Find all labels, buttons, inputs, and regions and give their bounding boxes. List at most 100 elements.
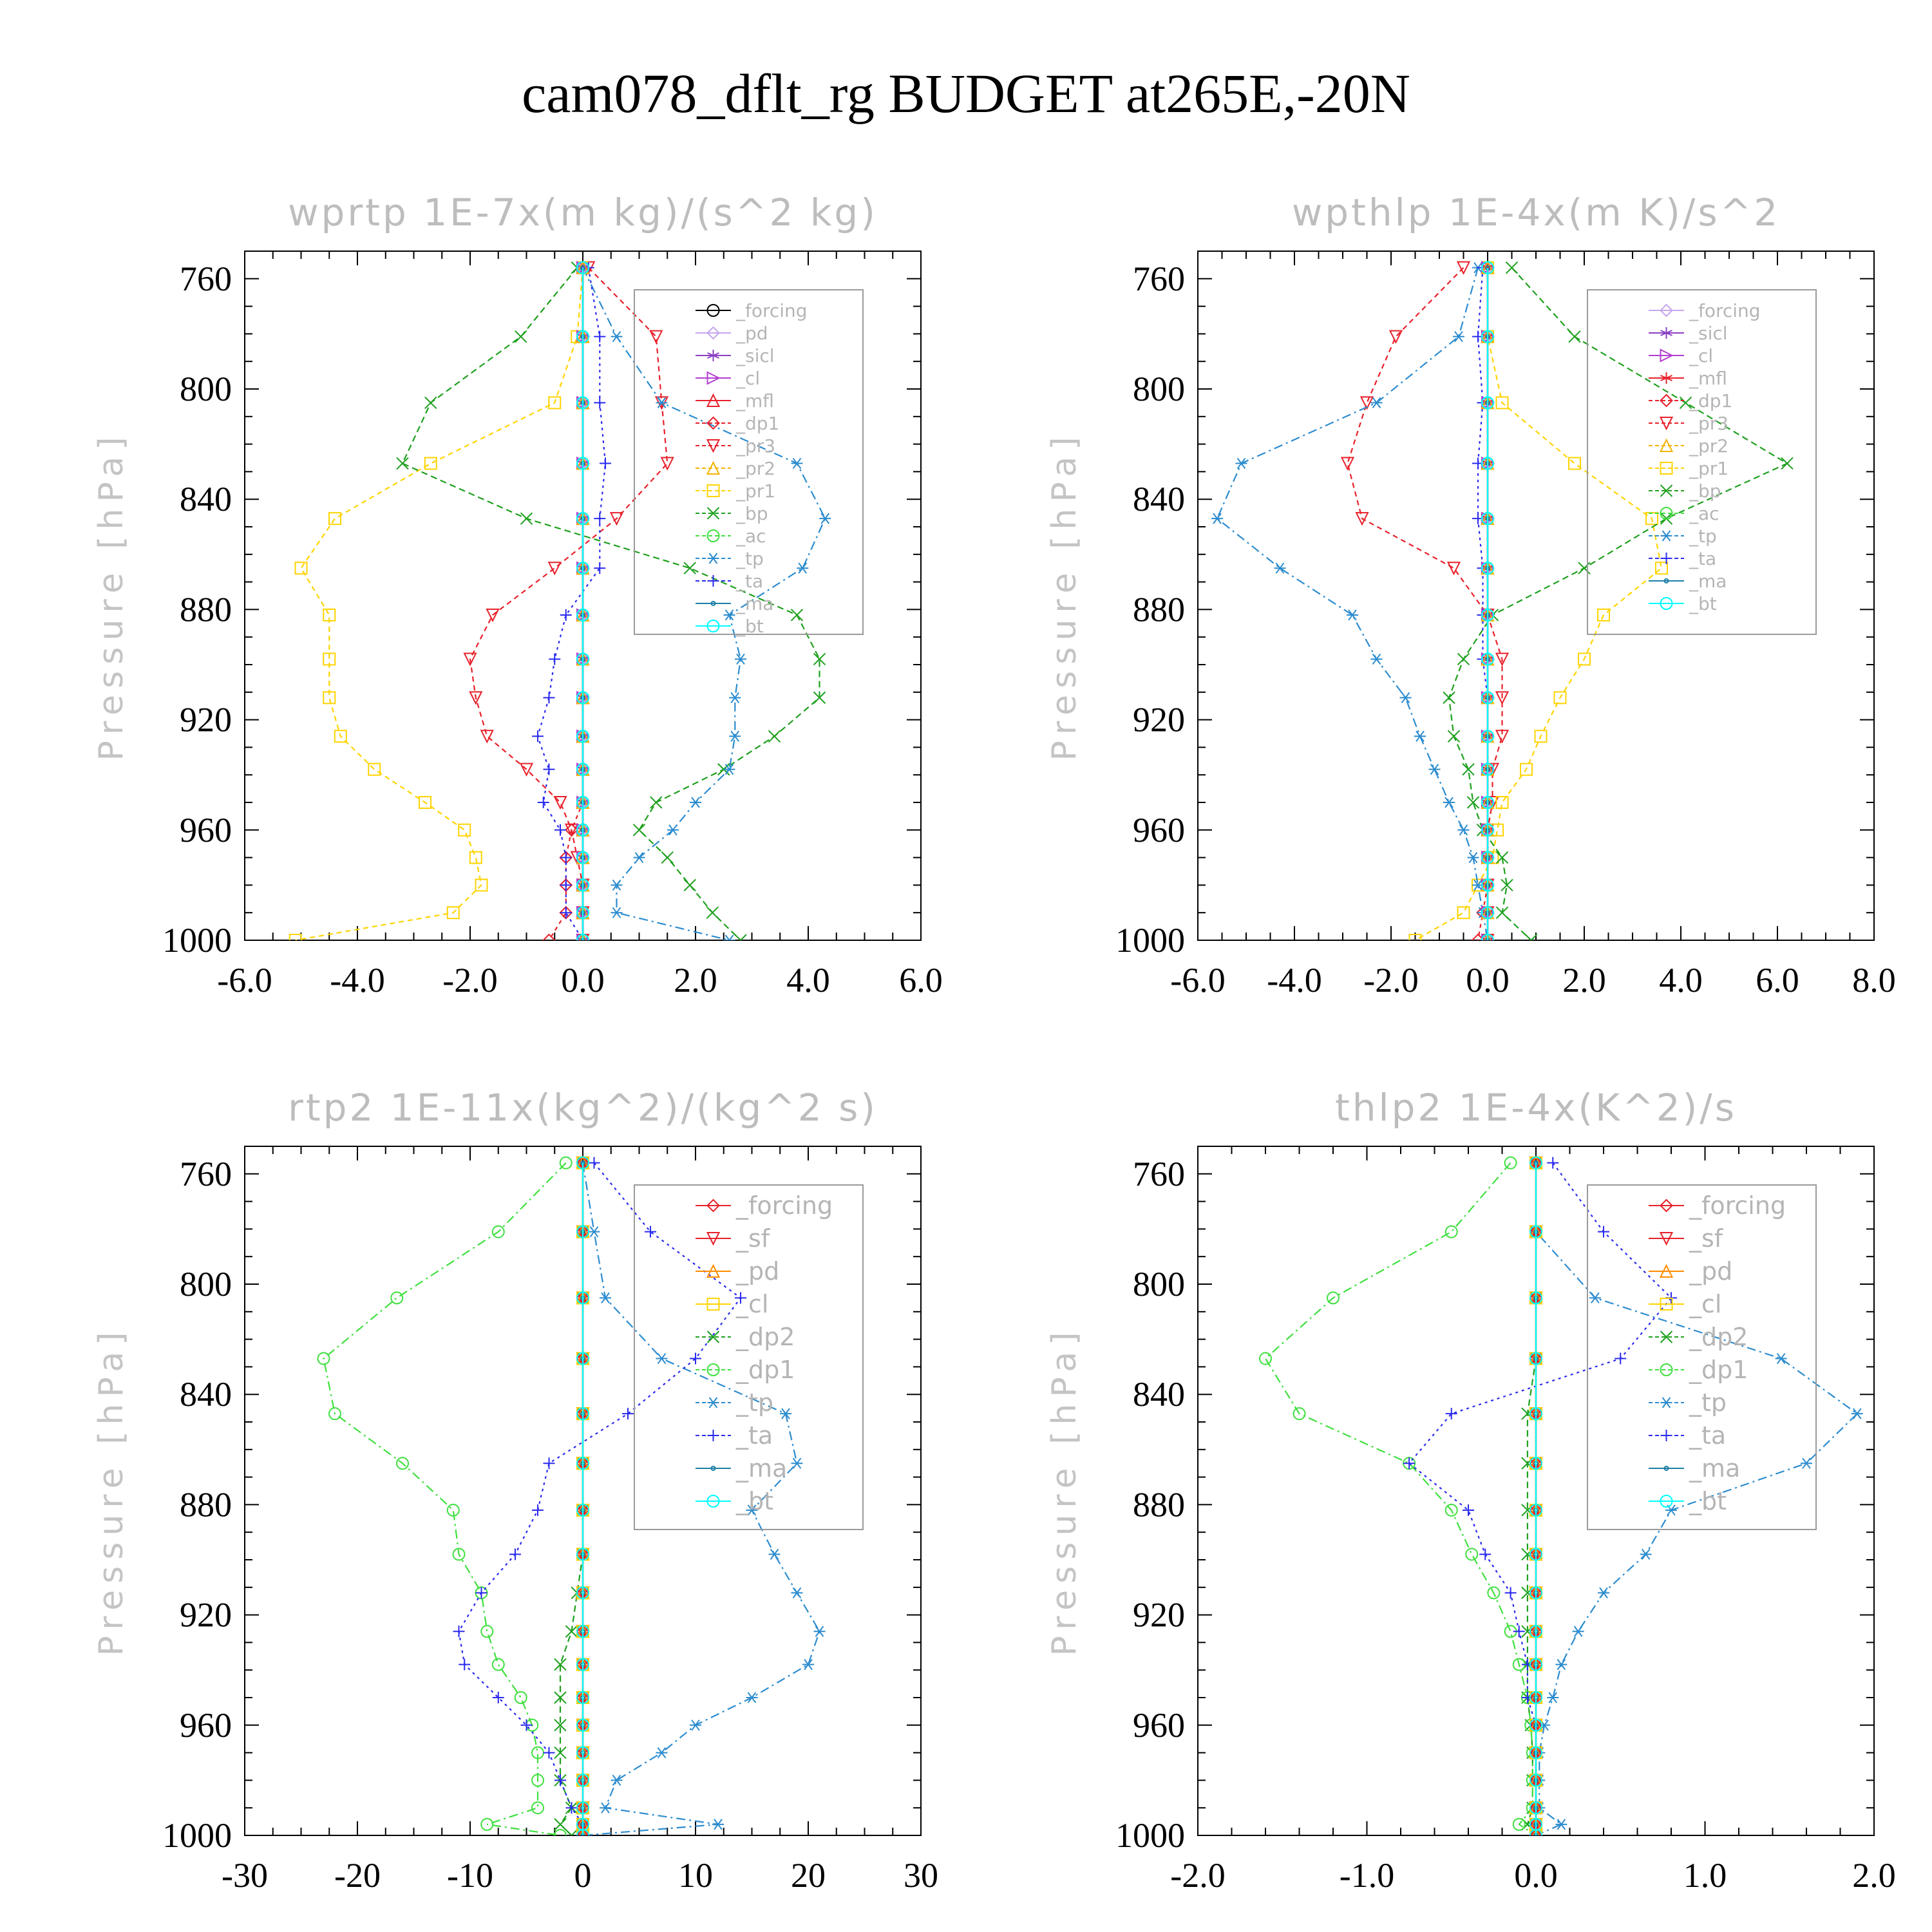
data-point-bt	[576, 608, 589, 621]
x-tick-label: 1.0	[1683, 1856, 1727, 1895]
legend-marker	[707, 575, 719, 587]
legend-label: _tp	[735, 1388, 773, 1417]
data-point-tp	[1414, 730, 1426, 742]
panel-title: wprtp 1E-7x(m kg)/(s^2 kg)	[288, 191, 878, 234]
legend-label: _bt	[1689, 1487, 1727, 1515]
legend-item-pr1: _pr1	[1649, 458, 1728, 479]
data-point-bt	[1530, 1407, 1542, 1421]
data-point-tp	[729, 730, 741, 742]
data-point-bt	[576, 1225, 589, 1238]
data-point-dp1	[491, 1225, 505, 1238]
data-point-tp	[813, 1625, 826, 1637]
legend-marker	[706, 416, 720, 430]
data-point-pr1	[469, 851, 482, 864]
legend-marker	[1660, 553, 1672, 564]
series-bt	[1481, 261, 1494, 940]
legend-label: _pr1	[735, 480, 775, 502]
data-point-ta	[549, 653, 561, 665]
data-point-ta	[554, 1774, 566, 1786]
figure-title: cam078_dflt_rg BUDGET at265E,-20N	[522, 62, 1410, 124]
data-point-tp	[611, 331, 623, 343]
data-point-pr3	[660, 457, 674, 471]
data-point-pr3	[1340, 457, 1355, 471]
legend-item-bt: _bt	[1649, 1487, 1727, 1515]
legend-marker	[707, 1430, 719, 1441]
data-point-pr3	[649, 330, 663, 344]
data-point-dp1	[1259, 1352, 1272, 1365]
legend-item-bt: _bt	[696, 616, 764, 637]
series-bp	[1443, 261, 1794, 940]
legend-item-ma: _ma	[696, 1454, 787, 1482]
data-point-bt	[576, 1586, 589, 1600]
data-point-pr1	[1495, 396, 1509, 410]
data-point-pr1	[1520, 762, 1533, 776]
legend-label: _ta	[1689, 548, 1716, 569]
series-line-pr1	[1414, 267, 1663, 940]
legend-item-dp1: _dp1	[696, 1356, 795, 1384]
data-point-dp1	[554, 1829, 567, 1835]
data-point-pr1	[294, 562, 308, 575]
y-axis-label: Pressure [hPa]	[92, 1326, 131, 1656]
data-point-bt	[576, 1548, 589, 1561]
plot-frame	[1197, 251, 1875, 941]
data-point-bt	[576, 730, 589, 743]
legend-item-dp2: _dp2	[1649, 1323, 1748, 1351]
legend-marker	[706, 1198, 720, 1213]
y-tick-label: 760	[1133, 1155, 1185, 1193]
series-line-pr3	[469, 267, 668, 940]
legend-item-ta: _ta	[696, 571, 763, 592]
data-point-tp	[1274, 562, 1286, 574]
series-pr3	[463, 261, 674, 940]
legend-label: _forcing	[1689, 1191, 1786, 1220]
y-tick-label: 880	[1133, 590, 1185, 629]
y-axis-label: Pressure [hPa]	[1045, 431, 1084, 761]
legend-label: _ac	[735, 526, 766, 547]
legend-label: _cl	[735, 1290, 768, 1318]
data-point-dp1	[531, 1774, 544, 1787]
x-tick-label: -2.0	[1170, 1856, 1225, 1895]
data-point-bp	[515, 330, 527, 343]
data-point-bt	[576, 1156, 589, 1170]
legend-marker	[1660, 597, 1673, 610]
panel-wprtp: wprtp 1E-7x(m kg)/(s^2 kg) Pressure [hPa]…	[92, 191, 943, 999]
x-tick-label: -1.0	[1340, 1856, 1394, 1895]
legend-marker	[1663, 578, 1669, 583]
data-point-tp	[1801, 1457, 1812, 1469]
legend-item-mfl: _mfl	[696, 390, 774, 412]
data-point-pr1	[323, 652, 336, 666]
data-point-bt	[1530, 1829, 1542, 1835]
data-point-bt	[1481, 730, 1494, 743]
legend-item-ma: _ma	[696, 593, 773, 614]
series-tp	[577, 262, 831, 940]
data-point-pr3	[1355, 512, 1369, 526]
data-point-bp	[1457, 652, 1470, 666]
data-point-pr1	[424, 457, 437, 470]
data-point-tp	[791, 1457, 803, 1469]
data-point-bt	[576, 1625, 589, 1638]
data-point-tp	[633, 852, 645, 864]
data-point-ta	[1479, 1548, 1492, 1560]
series-line-ta	[536, 267, 607, 940]
data-point-bt	[1481, 261, 1494, 274]
legend-item-mfl: _mfl	[1649, 368, 1727, 389]
legend-marker	[1660, 1430, 1672, 1441]
y-tick-label: 800	[1133, 370, 1185, 408]
series-ta	[453, 1157, 746, 1835]
legend-marker	[706, 1331, 720, 1343]
legend-item-pr1: _pr1	[696, 480, 775, 502]
data-point-dp1	[446, 1503, 460, 1517]
data-point-bp	[520, 512, 533, 525]
data-point-ta	[594, 513, 606, 525]
legend-label: _ma	[735, 593, 773, 614]
data-point-tp	[1467, 852, 1479, 864]
legend-item-pr3: _pr3	[1649, 413, 1728, 434]
data-point-ta	[543, 1747, 555, 1759]
legend-item-pd: _pd	[1649, 1257, 1732, 1285]
data-point-bt	[1530, 1503, 1542, 1517]
data-point-dp1	[480, 1625, 494, 1638]
data-point-bt	[576, 906, 589, 920]
legend-label: _sf	[1689, 1224, 1724, 1253]
legend-label: _bp	[1689, 480, 1721, 502]
legend-label: _pr1	[1689, 458, 1728, 479]
legend-item-cl: _cl	[696, 1290, 768, 1318]
